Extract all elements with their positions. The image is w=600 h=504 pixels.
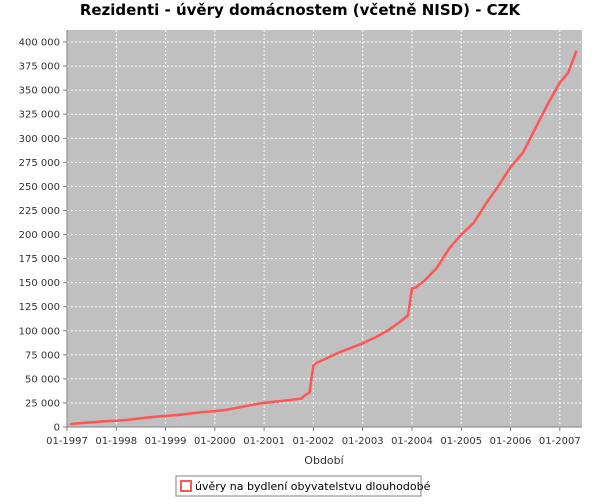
x-tick-label: 01-2001 (243, 436, 285, 447)
x-tick-label: 01-2004 (391, 436, 433, 447)
x-tick-label: 01-2000 (194, 436, 236, 447)
y-tick-label: 0 (54, 423, 60, 434)
data-point (304, 394, 306, 397)
data-point (349, 347, 352, 349)
data-point (534, 127, 536, 130)
data-point (374, 336, 376, 339)
data-point (288, 399, 290, 401)
data-point (460, 233, 463, 236)
y-tick-label: 400 000 (19, 38, 60, 49)
legend-label: úvěry na bydlení obyvatelstvu dlouhodobé (195, 480, 431, 493)
data-point (485, 202, 487, 205)
data-point (546, 103, 549, 106)
data-point (509, 166, 512, 168)
data-point (308, 391, 311, 394)
data-point (316, 361, 319, 364)
y-tick-label: 250 000 (19, 182, 60, 193)
data-point (189, 412, 191, 415)
y-tick-label: 100 000 (19, 326, 60, 337)
data-point (361, 342, 364, 345)
data-point (201, 411, 204, 413)
y-tick-label: 350 000 (19, 86, 60, 97)
x-tick-label: 01-1997 (46, 436, 88, 447)
data-point (411, 287, 413, 290)
data-point (70, 423, 72, 425)
data-point (300, 397, 302, 400)
data-point (226, 408, 228, 411)
data-point (386, 330, 389, 332)
data-point (275, 400, 278, 403)
y-tick-label: 325 000 (19, 110, 60, 121)
data-point (337, 352, 339, 354)
data-point (140, 417, 142, 420)
data-point (324, 357, 327, 360)
y-tick-label: 150 000 (19, 278, 60, 289)
data-point (152, 416, 154, 418)
x-tick-label: 01-2003 (342, 436, 384, 447)
data-point (398, 321, 401, 323)
data-point (312, 364, 315, 367)
data-point (559, 81, 561, 84)
x-tick-label: 01-2005 (440, 436, 482, 447)
y-tick-label: 300 000 (19, 134, 60, 145)
grid-lines (66, 30, 582, 428)
x-axis-ticks: 01-1997 01-1998 01-1999 01-2000 01-2001 01-20… (46, 427, 581, 447)
y-tick-label: 200 000 (19, 230, 60, 241)
data-point (115, 419, 118, 422)
axes (66, 30, 582, 428)
y-tick-label: 50 000 (25, 374, 60, 385)
x-tick-label: 01-2007 (539, 436, 581, 447)
y-tick-label: 225 000 (19, 206, 60, 217)
data-point (575, 50, 577, 53)
x-tick-label: 01-2006 (490, 436, 532, 447)
y-tick-label: 125 000 (19, 302, 60, 313)
y-tick-label: 25 000 (25, 398, 60, 409)
series-line (69, 50, 578, 426)
y-tick-label: 175 000 (19, 254, 60, 265)
x-tick-label: 01-1998 (95, 436, 137, 447)
chart-title: Rezidenti - úvěry domácnostem (včetně NI… (80, 1, 522, 19)
data-point (103, 420, 105, 423)
y-axis-ticks: 0 25 000 50 000 75 000 100 000 125 000 150 000… (19, 38, 67, 434)
data-point (90, 421, 93, 424)
x-axis-label: Období (304, 454, 344, 467)
data-point (78, 422, 81, 425)
series-group (69, 50, 578, 426)
data-point (435, 267, 438, 270)
data-point (238, 406, 241, 409)
data-point (214, 410, 216, 412)
y-tick-label: 275 000 (19, 158, 60, 169)
plot-area (67, 30, 582, 427)
y-tick-label: 75 000 (25, 350, 60, 361)
x-tick-label: 01-2002 (293, 436, 335, 447)
data-point (263, 402, 265, 404)
data-point (448, 248, 450, 250)
data-point (177, 414, 179, 416)
legend-swatch (180, 480, 192, 492)
data-point (127, 419, 130, 421)
data-point (407, 314, 409, 317)
data-point (415, 286, 417, 289)
y-tick-label: 375 000 (19, 62, 60, 73)
data-point (497, 185, 500, 188)
data-point (472, 222, 475, 224)
data-point (164, 415, 167, 417)
legend: úvěry na bydlení obyvatelstvu dlouhodobé (175, 475, 431, 497)
legend-box (175, 475, 422, 497)
data-point (423, 279, 426, 282)
data-point (522, 151, 524, 154)
x-tick-label: 01-1999 (145, 436, 187, 447)
data-point (251, 404, 253, 406)
data-point (567, 72, 569, 74)
